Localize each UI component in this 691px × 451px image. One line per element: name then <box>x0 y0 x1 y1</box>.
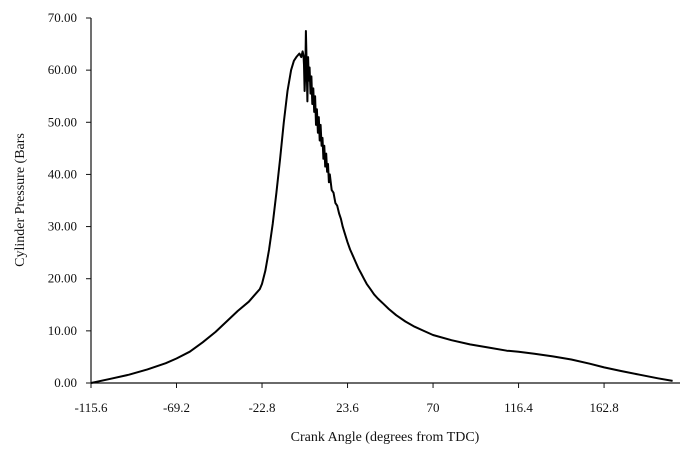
y-axis-title: Cylinder Pressure (Bars <box>13 133 28 267</box>
x-tick-label: 23.6 <box>336 400 359 415</box>
x-tick-label: -69.2 <box>163 400 190 415</box>
series-layer <box>90 30 673 384</box>
x-tick-label: -115.6 <box>74 400 108 415</box>
x-tick-label: 162.8 <box>589 400 618 415</box>
y-tick-label: 50.00 <box>48 114 77 129</box>
x-axis-title: Crank Angle (degrees from TDC) <box>291 430 480 445</box>
y-ticks: 0.00 10.00 20.00 30.00 40.00 50.00 60.00 70.00 <box>48 10 91 390</box>
y-tick-label: 30.00 <box>48 219 77 234</box>
x-ticks: -115.6 -69.2 -22.8 23.6 70 116.4 162.8 <box>74 383 619 415</box>
y-tick-label: 60.00 <box>48 62 77 77</box>
y-tick-label: 10.00 <box>48 323 77 338</box>
x-tick-label: -22.8 <box>248 400 275 415</box>
y-tick-label: 20.00 <box>48 271 77 286</box>
y-tick-label: 0.00 <box>54 375 77 390</box>
y-tick-label: 40.00 <box>48 166 77 181</box>
x-tick-label: 116.4 <box>504 400 533 415</box>
series-line-cylinder-pressure <box>90 30 673 384</box>
y-tick-label: 70.00 <box>48 10 77 25</box>
x-tick-label: 70 <box>427 400 440 415</box>
plot-area: 0.0010.0020.0030.0040.0050.0060.0070.00 … <box>48 10 680 415</box>
